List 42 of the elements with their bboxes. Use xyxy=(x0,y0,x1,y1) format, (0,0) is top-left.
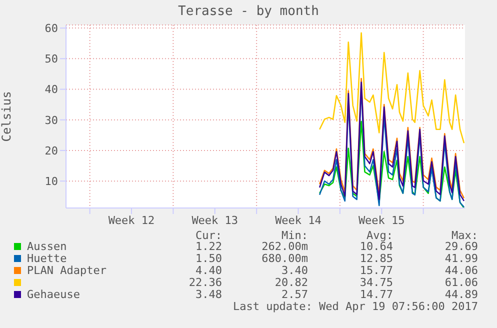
text: 1.22 xyxy=(196,240,222,253)
text: 44.89 xyxy=(444,288,478,301)
text: 34.75 xyxy=(360,276,393,289)
text: 10.64 xyxy=(360,240,393,253)
legend-label: Gehaeuse xyxy=(27,288,80,301)
text: 2.57 xyxy=(282,288,308,301)
y-tick-label: 50 xyxy=(44,52,58,66)
y-tick-label: 60 xyxy=(44,22,58,35)
text: 3.48 xyxy=(196,288,222,301)
text: 1.50 xyxy=(196,252,222,265)
line-series xyxy=(318,32,465,144)
y-tick-label: 20 xyxy=(44,144,58,158)
text: Avg: xyxy=(366,229,393,242)
y-axis-title: Celsius xyxy=(0,91,14,142)
legend-label: Aussen xyxy=(27,240,67,253)
text: 3.40 xyxy=(282,264,308,277)
text: 20.82 xyxy=(274,276,308,289)
text: 4.40 xyxy=(196,264,222,277)
y-tick-label: 30 xyxy=(44,114,58,127)
text: 41.99 xyxy=(444,252,478,265)
text: 44.06 xyxy=(444,264,478,277)
text: Max: xyxy=(452,229,478,242)
y-tick-label: 40 xyxy=(44,83,58,96)
x-tick-label: Week 12 xyxy=(108,214,155,227)
text: Cur: xyxy=(196,229,222,242)
chart-title: Terasse - by month xyxy=(177,4,320,19)
text: 29.69 xyxy=(444,240,478,253)
y-tick-label: 10 xyxy=(44,174,58,188)
legend-label: PLAN Adapter xyxy=(27,264,106,277)
x-tick-label: Week 13 xyxy=(192,214,238,227)
text: 22.36 xyxy=(188,276,222,289)
legend-label: Huette xyxy=(27,252,67,265)
text: 12.85 xyxy=(360,252,393,265)
text: 262.00m xyxy=(262,240,308,253)
text: 15.77 xyxy=(360,264,393,277)
text: 14.77 xyxy=(360,288,393,301)
text: 61.06 xyxy=(444,276,478,289)
text: Last update: Wed Apr 19 07:56:00 2017 xyxy=(232,300,478,313)
text: 680.00m xyxy=(262,252,308,265)
x-tick-label: Week 14 xyxy=(275,214,322,227)
x-tick-label: Week 15 xyxy=(358,214,405,227)
text: Min: xyxy=(282,229,308,242)
